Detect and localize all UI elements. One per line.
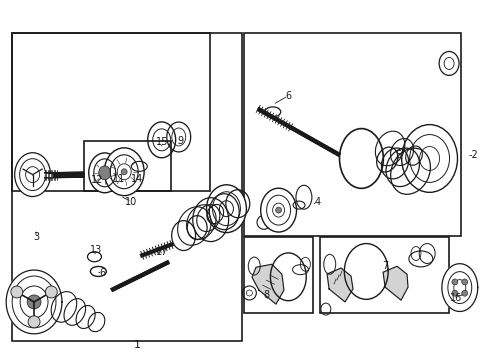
Bar bbox=[12, 33, 210, 191]
Polygon shape bbox=[111, 261, 169, 291]
Polygon shape bbox=[382, 266, 407, 300]
Polygon shape bbox=[44, 174, 52, 177]
Text: 3: 3 bbox=[33, 232, 39, 242]
Ellipse shape bbox=[260, 188, 296, 232]
Text: 1: 1 bbox=[134, 340, 141, 350]
Polygon shape bbox=[326, 268, 352, 302]
Text: 16: 16 bbox=[449, 293, 462, 303]
Bar bbox=[12, 33, 242, 341]
Text: 13: 13 bbox=[90, 245, 102, 255]
Ellipse shape bbox=[461, 279, 467, 285]
Text: 14: 14 bbox=[131, 174, 143, 184]
Text: 7: 7 bbox=[382, 261, 388, 271]
Text: 9: 9 bbox=[177, 136, 183, 145]
Polygon shape bbox=[251, 264, 284, 304]
Text: 8: 8 bbox=[263, 290, 269, 300]
Bar bbox=[319, 237, 448, 313]
Text: 12: 12 bbox=[91, 175, 103, 185]
Polygon shape bbox=[6, 270, 62, 334]
Ellipse shape bbox=[121, 169, 127, 175]
Ellipse shape bbox=[27, 295, 41, 309]
Text: -2: -2 bbox=[468, 150, 477, 160]
Polygon shape bbox=[257, 108, 340, 156]
Text: 17: 17 bbox=[155, 247, 167, 257]
Ellipse shape bbox=[15, 153, 50, 197]
Text: 15: 15 bbox=[155, 138, 167, 147]
Ellipse shape bbox=[89, 153, 121, 193]
Ellipse shape bbox=[275, 207, 281, 213]
Ellipse shape bbox=[401, 125, 457, 192]
Text: 5: 5 bbox=[394, 150, 400, 160]
Text: 11: 11 bbox=[112, 174, 125, 184]
Text: 4: 4 bbox=[314, 197, 320, 207]
Ellipse shape bbox=[99, 166, 110, 180]
Bar bbox=[83, 140, 171, 191]
Polygon shape bbox=[441, 264, 477, 311]
Ellipse shape bbox=[45, 286, 57, 298]
Ellipse shape bbox=[451, 279, 457, 285]
Text: 6: 6 bbox=[99, 268, 105, 278]
Ellipse shape bbox=[206, 185, 246, 233]
Ellipse shape bbox=[11, 286, 23, 298]
Ellipse shape bbox=[28, 316, 40, 328]
Text: 10: 10 bbox=[125, 197, 137, 207]
Text: 6: 6 bbox=[285, 91, 291, 101]
Ellipse shape bbox=[451, 290, 457, 296]
Bar bbox=[244, 237, 312, 313]
Ellipse shape bbox=[104, 148, 144, 195]
Bar bbox=[244, 33, 460, 235]
Polygon shape bbox=[44, 172, 83, 178]
Ellipse shape bbox=[461, 290, 467, 296]
